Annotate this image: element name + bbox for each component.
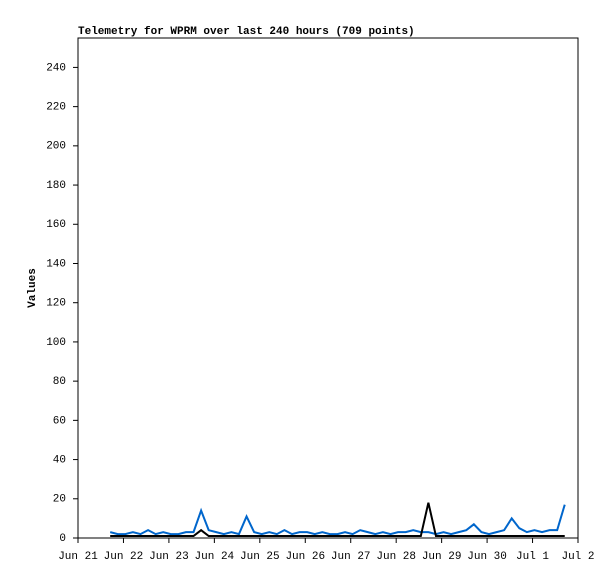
y-tick-label: 240 (46, 62, 66, 74)
y-tick-label: 80 (53, 376, 66, 388)
y-tick-label: 180 (46, 180, 66, 192)
x-tick-label: Jun 27 (331, 551, 371, 563)
x-tick-label: Jul 1 (516, 551, 549, 563)
y-axis-label: Values (27, 268, 39, 308)
x-tick-label: Jun 28 (376, 551, 416, 563)
y-tick-label: 120 (46, 298, 66, 310)
x-tick-label: Jun 21 (58, 551, 98, 563)
y-tick-label: 60 (53, 415, 66, 427)
x-tick-label: Jun 25 (240, 551, 280, 563)
y-tick-label: 220 (46, 102, 66, 114)
y-tick-label: 100 (46, 337, 66, 349)
series-line (109, 504, 566, 536)
x-tick-label: Jun 26 (285, 551, 325, 563)
x-tick-label: Jun 24 (195, 551, 235, 563)
x-tick-label: Jun 22 (104, 551, 144, 563)
y-tick-label: 200 (46, 141, 66, 153)
y-tick-label: 160 (46, 219, 66, 231)
y-tick-label: 20 (53, 494, 66, 506)
series-line (110, 502, 565, 538)
x-tick-label: Jun 23 (149, 551, 189, 563)
x-tick-label: Jun 29 (422, 551, 462, 563)
x-tick-label: Jun 30 (467, 551, 507, 563)
chart-title: Telemetry for WPRM over last 240 hours (… (78, 26, 415, 38)
y-tick-label: 40 (53, 454, 66, 466)
x-tick-label: Jul 2 (561, 551, 594, 563)
y-tick-label: 140 (46, 258, 66, 270)
plot-frame (77, 37, 579, 539)
y-tick-label: 0 (59, 533, 66, 545)
